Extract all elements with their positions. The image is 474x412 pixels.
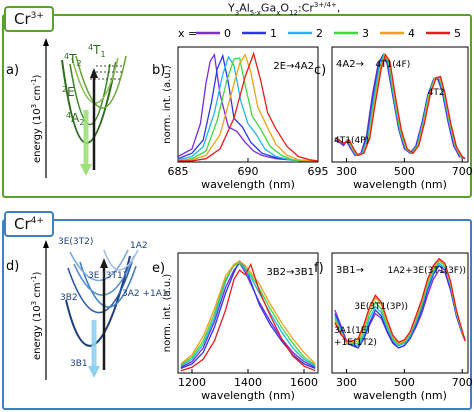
panel-b-xtick-label: 690 [238,165,259,178]
panel-f-series-5 [334,257,466,343]
panel-c-xtick-label: 700 [452,165,473,178]
panel-c-peak-label-2: 4T2 [428,88,445,98]
panel-b-ylabel: norm. int. (a.u.) [162,65,173,144]
formula-al: Al [239,1,250,15]
panel-c-xtick-label: 500 [394,165,415,178]
legend-formula: Y3Al5-xGaxO12:Cr3+/4+, [228,1,340,17]
panel-e-xtick-label: 1400 [234,376,262,389]
formula-cr: :Cr [297,1,314,15]
panel-f-peak-label-1: 3E(3T1(3P)) [354,302,408,312]
panel-f-series-1 [334,264,466,349]
formula-cr-sup: 3+/4+ [313,1,337,9]
panel-f-xtick-label: 300 [336,376,357,389]
panel-f-xlabel: wavelength (nm) [353,389,447,402]
cr3-section-tag: Cr3+ [4,6,54,32]
panel-f-group: f) 300 500 700 wavelength (nm) 3B1→ 1A2+3E(3T1… [314,252,473,402]
panel-c-frame [331,46,469,163]
formula-y-sub: 3 [234,8,240,17]
panel-c-xlabel: wavelength (nm) [353,178,447,191]
cr3-tag-sup: 3+ [30,11,44,21]
panel-b-series-5 [178,51,319,162]
panel-b-group: b) 685 690 695 wavelength (nm) norm. int. (a.… [152,46,329,191]
panel-b-xtick-label: 685 [168,165,189,178]
panel-e-series-5 [180,262,316,372]
panel-f-xtick-label: 700 [452,376,473,389]
cr4-tag-sup: 4+ [30,216,44,226]
panel-c-annotation-left: 4A2→ [336,59,364,70]
cr4-section-tag: Cr4+ [4,211,54,237]
panel-e-series-4 [180,260,316,365]
panel-b-series-2 [177,55,318,162]
panel-b-label: b) [152,63,165,78]
panel-b-series-3 [177,57,318,162]
panel-f-peak-label-2: 3A1(1E) [334,326,370,336]
formula-o: O [280,1,290,15]
panel-c-series-5 [334,53,466,160]
panel-e-series-2 [180,261,316,367]
panel-c-group: c) 300 500 700 wavelength (nm) 4A2→ 4T1(4F) 4T2… [314,46,473,191]
panel-e-series-3 [180,262,316,366]
formula-comma: , [336,1,341,15]
panel-c-xtick-label: 300 [336,165,357,178]
formula-o-sub: 12 [289,8,298,17]
panel-f-peak-label-3: +1E(1T2) [334,338,377,348]
panel-f-xtick-label: 500 [394,376,415,389]
panel-c-label: c) [314,63,326,78]
panel-e-xlabel: wavelength (nm) [201,389,295,402]
panel-e-label: e) [152,261,165,276]
panel-e-series-0 [180,262,316,368]
panel-e-annotation: 3B2→3B1 [266,267,314,278]
panel-b-xlabel: wavelength (nm) [201,178,295,191]
formula-ga: Ga [260,1,277,15]
panel-e-ylabel: norm. int. (a.u.) [162,274,173,353]
formula-y: Y [228,1,235,15]
panel-c-peak-label-1: 4T1(4F) [375,60,410,70]
cr4-tag-main: Cr [14,215,31,233]
cr4-section-box [2,219,472,410]
cr3-section-box [2,14,472,198]
formula-al-sub: 5-x [249,8,261,17]
panel-b-annotation: 2E→4A2 [273,61,314,72]
panel-f-annotation-top: 1A2+3E(3T1(3F)) [388,266,466,276]
cr3-tag-main: Cr [14,10,31,28]
panel-f-label: f) [314,261,324,276]
panel-b-xtick-label: 695 [308,165,329,178]
formula-ga-sub: x [276,8,281,17]
panel-f-annotation-left: 3B1→ [336,265,364,276]
panel-f-frame [331,252,469,374]
panel-e-xtick-label: 1200 [178,376,206,389]
panel-c-peak-label-3: 4T1(4P) [334,136,369,146]
panel-e-xtick-label: 1600 [290,376,318,389]
panel-b-series-4 [177,53,318,162]
